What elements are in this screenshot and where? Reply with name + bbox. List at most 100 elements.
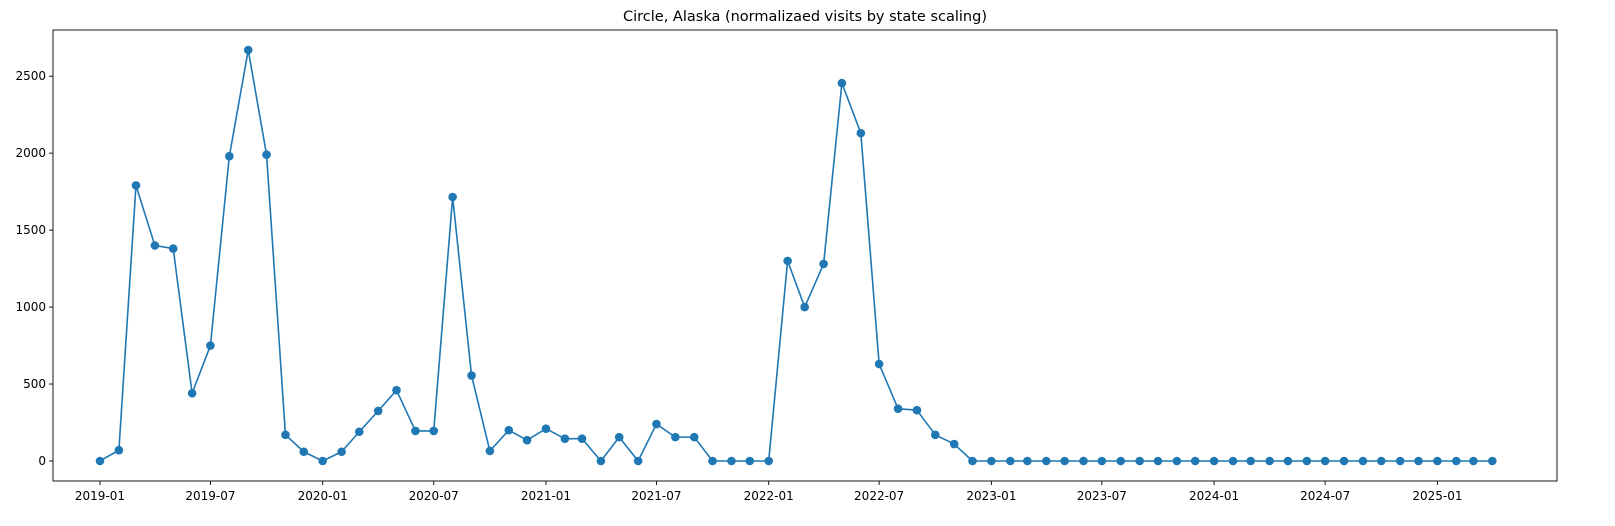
data-point	[337, 447, 346, 457]
x-tick-label: 2019-01	[75, 489, 125, 503]
data-point	[318, 456, 327, 466]
data-point	[262, 150, 271, 159]
data-point	[354, 427, 364, 437]
data-point	[95, 456, 105, 466]
data-point	[1190, 456, 1200, 466]
data-point	[522, 435, 532, 445]
data-point	[299, 447, 309, 457]
data-point	[968, 456, 977, 466]
data-point	[689, 432, 699, 442]
data-point	[485, 446, 495, 456]
data-point	[930, 430, 940, 440]
data-point	[1209, 456, 1219, 466]
data-point	[150, 241, 160, 250]
data-point	[1452, 456, 1461, 466]
data-point	[1153, 456, 1163, 466]
data-point	[560, 434, 570, 443]
y-tick-label: 0	[38, 454, 46, 468]
data-point	[467, 371, 476, 380]
x-tick-label: 2025-01	[1412, 489, 1462, 503]
data-point	[949, 439, 959, 449]
data-point	[1283, 456, 1293, 466]
data-point	[614, 432, 624, 442]
y-tick-label: 500	[23, 377, 46, 391]
data-point	[373, 406, 383, 416]
data-point	[541, 424, 551, 433]
x-tick-label: 2020-07	[409, 489, 459, 503]
data-point	[912, 405, 922, 415]
data-point	[1488, 456, 1497, 466]
data-point	[429, 426, 439, 436]
x-tick-label: 2022-07	[854, 489, 904, 503]
data-point	[745, 456, 755, 466]
data-point	[1358, 456, 1368, 466]
data-point	[504, 425, 514, 435]
x-tick-label: 2022-01	[744, 489, 794, 503]
y-tick-label: 1000	[15, 300, 46, 314]
data-point	[987, 456, 996, 466]
data-point	[225, 151, 234, 161]
x-tick-label: 2024-07	[1300, 489, 1350, 503]
data-point	[1042, 456, 1051, 466]
data-point	[1395, 456, 1405, 466]
data-point	[1116, 456, 1126, 466]
y-tick-label: 2000	[15, 146, 46, 160]
data-point	[1320, 456, 1330, 466]
data-point	[856, 128, 866, 138]
x-tick-label: 2023-01	[966, 489, 1016, 503]
data-point	[392, 385, 401, 395]
data-point	[1339, 456, 1349, 466]
data-point	[1079, 456, 1088, 466]
data-point	[874, 359, 884, 369]
data-point	[764, 456, 773, 466]
data-point	[837, 78, 847, 88]
data-point	[243, 45, 253, 55]
data-point	[1097, 456, 1107, 466]
data-point	[1006, 456, 1015, 466]
x-tick-label: 2023-07	[1077, 489, 1127, 503]
data-point	[708, 456, 717, 466]
data-point	[187, 388, 197, 398]
data-point	[819, 259, 828, 269]
data-point	[893, 404, 903, 413]
data-point	[1433, 456, 1442, 466]
data-point	[1469, 456, 1478, 466]
plot-area: 2019-01 2019-07 2020-01 2020-07 2021-01 2021-…	[15, 29, 1558, 503]
data-point	[652, 419, 661, 429]
y-tick-label: 1500	[15, 223, 46, 237]
data-point	[1023, 456, 1032, 466]
y-tick-label: 2500	[15, 69, 46, 83]
x-tick-label: 2020-01	[298, 489, 348, 503]
data-point	[671, 432, 680, 442]
x-tick-label: 2024-01	[1189, 489, 1239, 503]
data-point	[114, 445, 124, 455]
data-point	[1414, 456, 1423, 466]
axes-frame	[52, 29, 1558, 482]
data-point	[596, 456, 606, 466]
data-point	[1302, 456, 1312, 466]
data-point	[131, 181, 141, 190]
data-point	[1135, 456, 1144, 466]
x-tick-label: 2021-01	[521, 489, 571, 503]
x-tick-label: 2021-07	[631, 489, 681, 503]
data-point	[1376, 456, 1386, 466]
data-point	[448, 192, 457, 202]
data-point	[1246, 456, 1256, 466]
data-point	[281, 430, 290, 440]
data-point	[168, 244, 178, 253]
data-point	[1228, 456, 1238, 466]
data-point	[783, 256, 792, 266]
x-tick-label: 2019-07	[185, 489, 235, 503]
data-point	[411, 426, 420, 436]
data-point	[800, 302, 809, 312]
data-point	[1060, 456, 1069, 466]
data-point	[577, 434, 587, 443]
series-line	[99, 49, 1493, 462]
chart-title: Circle, Alaska (normalizaed visits by st…	[623, 9, 987, 25]
data-point	[727, 456, 736, 466]
data-point	[1172, 456, 1182, 466]
data-point	[206, 341, 215, 350]
data-point	[1265, 456, 1274, 466]
